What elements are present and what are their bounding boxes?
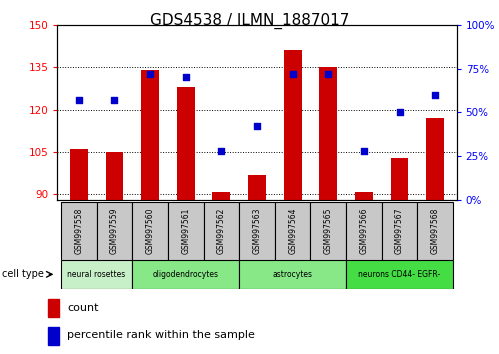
Point <box>253 124 261 129</box>
Point <box>288 71 296 77</box>
Bar <box>382 202 417 260</box>
Bar <box>48 327 59 345</box>
Bar <box>105 152 123 200</box>
Bar <box>310 202 346 260</box>
Bar <box>61 260 132 289</box>
Point <box>110 97 118 103</box>
Text: GSM997560: GSM997560 <box>146 208 155 254</box>
Text: GSM997562: GSM997562 <box>217 208 226 254</box>
Bar <box>177 87 195 200</box>
Bar <box>417 202 453 260</box>
Point <box>75 97 83 103</box>
Bar <box>248 175 266 200</box>
Text: GSM997567: GSM997567 <box>395 208 404 254</box>
Text: GSM997566: GSM997566 <box>359 208 368 254</box>
Bar <box>426 118 444 200</box>
Text: neurons CD44- EGFR-: neurons CD44- EGFR- <box>358 270 441 279</box>
Point <box>182 75 190 80</box>
Text: oligodendrocytes: oligodendrocytes <box>153 270 219 279</box>
Bar <box>97 202 132 260</box>
Text: GSM997563: GSM997563 <box>252 208 261 254</box>
Bar <box>141 70 159 200</box>
Bar <box>239 202 275 260</box>
Text: GSM997565: GSM997565 <box>324 208 333 254</box>
Bar <box>346 260 453 289</box>
Bar <box>168 202 204 260</box>
Point <box>396 110 404 115</box>
Bar <box>275 202 310 260</box>
Bar <box>132 260 239 289</box>
Text: GSM997564: GSM997564 <box>288 208 297 254</box>
Bar <box>346 202 382 260</box>
Text: neural rosettes: neural rosettes <box>67 270 126 279</box>
Bar <box>213 192 230 200</box>
Bar <box>204 202 239 260</box>
Text: cell type: cell type <box>2 269 44 279</box>
Bar <box>355 192 373 200</box>
Text: astrocytes: astrocytes <box>272 270 313 279</box>
Bar <box>48 299 59 317</box>
Bar <box>70 149 88 200</box>
Bar <box>284 50 301 200</box>
Point <box>360 148 368 154</box>
Text: GSM997568: GSM997568 <box>431 208 440 254</box>
Text: GSM997561: GSM997561 <box>181 208 190 254</box>
Text: GSM997559: GSM997559 <box>110 208 119 254</box>
Bar <box>132 202 168 260</box>
Text: GDS4538 / ILMN_1887017: GDS4538 / ILMN_1887017 <box>150 12 349 29</box>
Point <box>431 92 439 98</box>
Text: percentile rank within the sample: percentile rank within the sample <box>67 330 255 341</box>
Bar <box>239 260 346 289</box>
Bar <box>391 158 409 200</box>
Bar <box>319 67 337 200</box>
Point <box>146 71 154 77</box>
Text: count: count <box>67 303 99 313</box>
Point <box>218 148 226 154</box>
Point <box>324 71 332 77</box>
Text: GSM997558: GSM997558 <box>74 208 83 254</box>
Bar <box>61 202 97 260</box>
